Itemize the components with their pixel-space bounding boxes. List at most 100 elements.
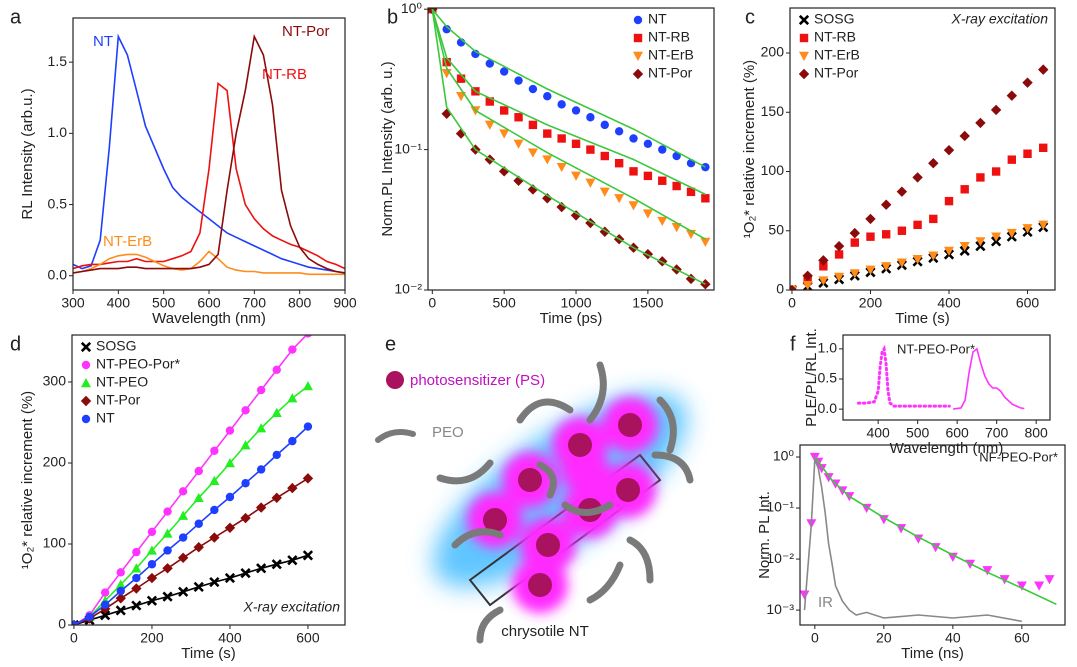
data-point bbox=[943, 144, 955, 156]
data-point bbox=[833, 240, 845, 252]
data-point bbox=[527, 148, 538, 158]
data-point bbox=[163, 507, 172, 516]
ps-legend-dot bbox=[386, 371, 404, 389]
legend-label: NT-RB bbox=[648, 29, 690, 45]
axes-frame bbox=[427, 7, 715, 291]
data-point bbox=[240, 440, 251, 450]
y-axis-label: ¹O₂* relative increment (%) bbox=[19, 391, 36, 569]
data-point bbox=[209, 576, 220, 588]
data-point bbox=[162, 528, 173, 538]
legend-label: NT-Por bbox=[648, 65, 693, 81]
data-point bbox=[1016, 581, 1027, 591]
panel-label: f bbox=[790, 333, 796, 355]
series-line bbox=[431, 8, 706, 196]
data-point bbox=[115, 605, 126, 616]
axes-frame bbox=[72, 17, 346, 291]
legend-label: NT-PEO bbox=[96, 374, 148, 390]
data-point bbox=[600, 120, 609, 130]
legend-label: NT-ErB bbox=[814, 47, 860, 63]
x-tick-label: 400 bbox=[107, 295, 131, 311]
data-point bbox=[819, 262, 828, 271]
x-tick-label: 400 bbox=[937, 295, 961, 311]
data-point bbox=[802, 281, 813, 290]
peo-label: PEO bbox=[432, 424, 464, 441]
y-axis-label: PLE/PL/RL Int. bbox=[803, 328, 820, 427]
data-point bbox=[209, 475, 220, 486]
panel-label: a bbox=[10, 6, 22, 28]
plot-area bbox=[428, 8, 711, 290]
data-point bbox=[115, 579, 126, 589]
series-line bbox=[73, 250, 345, 276]
data-point bbox=[1039, 143, 1048, 153]
data-point bbox=[210, 446, 219, 456]
data-point bbox=[585, 178, 596, 188]
data-point bbox=[1006, 228, 1017, 239]
data-point bbox=[147, 527, 157, 537]
x-tick-label: 800 bbox=[288, 295, 312, 311]
series-label: NT-RB bbox=[262, 66, 307, 83]
data-point bbox=[896, 186, 908, 197]
data-point bbox=[571, 139, 581, 148]
data-point bbox=[1044, 575, 1055, 585]
x-tick-label: 700 bbox=[985, 425, 1009, 441]
data-point bbox=[131, 583, 142, 594]
ps-label: photosensitizer (PS) bbox=[410, 372, 545, 389]
data-point bbox=[193, 542, 204, 553]
data-point bbox=[849, 227, 860, 239]
legend-marker bbox=[81, 414, 91, 424]
data-point bbox=[302, 473, 314, 484]
data-point bbox=[975, 117, 986, 129]
x-tick-label: 1500 bbox=[632, 295, 663, 311]
panel-label: c bbox=[745, 6, 755, 28]
data-point bbox=[225, 492, 235, 502]
series-line bbox=[431, 9, 706, 285]
series-line bbox=[73, 33, 345, 274]
series-label: NT bbox=[93, 33, 113, 50]
y-tick-label: 0 bbox=[58, 616, 66, 632]
data-point bbox=[586, 113, 595, 122]
legend-marker bbox=[798, 14, 810, 26]
data-point bbox=[600, 151, 609, 161]
legend-marker bbox=[81, 378, 91, 388]
data-point bbox=[599, 187, 610, 197]
x-tick-label: 0 bbox=[811, 630, 819, 646]
data-point bbox=[557, 100, 566, 109]
data-point bbox=[816, 464, 827, 474]
x-tick-label: 200 bbox=[140, 630, 164, 646]
legend-label: NT-Por bbox=[814, 65, 859, 81]
data-point bbox=[528, 120, 538, 130]
y-tick-label: 10⁻³ bbox=[766, 601, 794, 617]
x-tick-label: 600 bbox=[197, 295, 221, 311]
y-tick-label: 10⁻¹ bbox=[394, 140, 422, 156]
series-line bbox=[73, 477, 309, 625]
data-point bbox=[287, 555, 298, 566]
data-point bbox=[672, 151, 681, 161]
x-tick-label: 700 bbox=[243, 295, 267, 311]
data-point bbox=[959, 130, 970, 142]
data-point bbox=[913, 220, 922, 230]
data-point bbox=[880, 199, 892, 210]
annotation: X-ray excitation bbox=[243, 599, 341, 615]
data-point bbox=[881, 230, 891, 239]
annotation: X-ray excitation bbox=[951, 11, 1049, 27]
data-point bbox=[658, 145, 667, 154]
data-point bbox=[1023, 149, 1032, 158]
x-tick-label: 0 bbox=[788, 295, 796, 311]
series-line bbox=[431, 9, 706, 240]
legend-marker bbox=[80, 395, 92, 407]
data-point bbox=[304, 335, 312, 338]
y-tick-label: 200 bbox=[761, 44, 785, 60]
data-point bbox=[556, 162, 567, 173]
data-point bbox=[162, 591, 173, 602]
data-point bbox=[1022, 77, 1033, 88]
x-tick-label: 800 bbox=[1024, 425, 1048, 441]
data-point bbox=[513, 139, 524, 149]
data-point bbox=[131, 600, 142, 611]
data-point bbox=[240, 568, 251, 579]
data-point bbox=[850, 238, 859, 247]
legend-marker bbox=[798, 68, 810, 80]
y-tick-label: 100 bbox=[43, 535, 67, 551]
data-point bbox=[912, 254, 923, 265]
data-point bbox=[881, 262, 892, 272]
series-label: NT-ErB bbox=[103, 233, 152, 250]
